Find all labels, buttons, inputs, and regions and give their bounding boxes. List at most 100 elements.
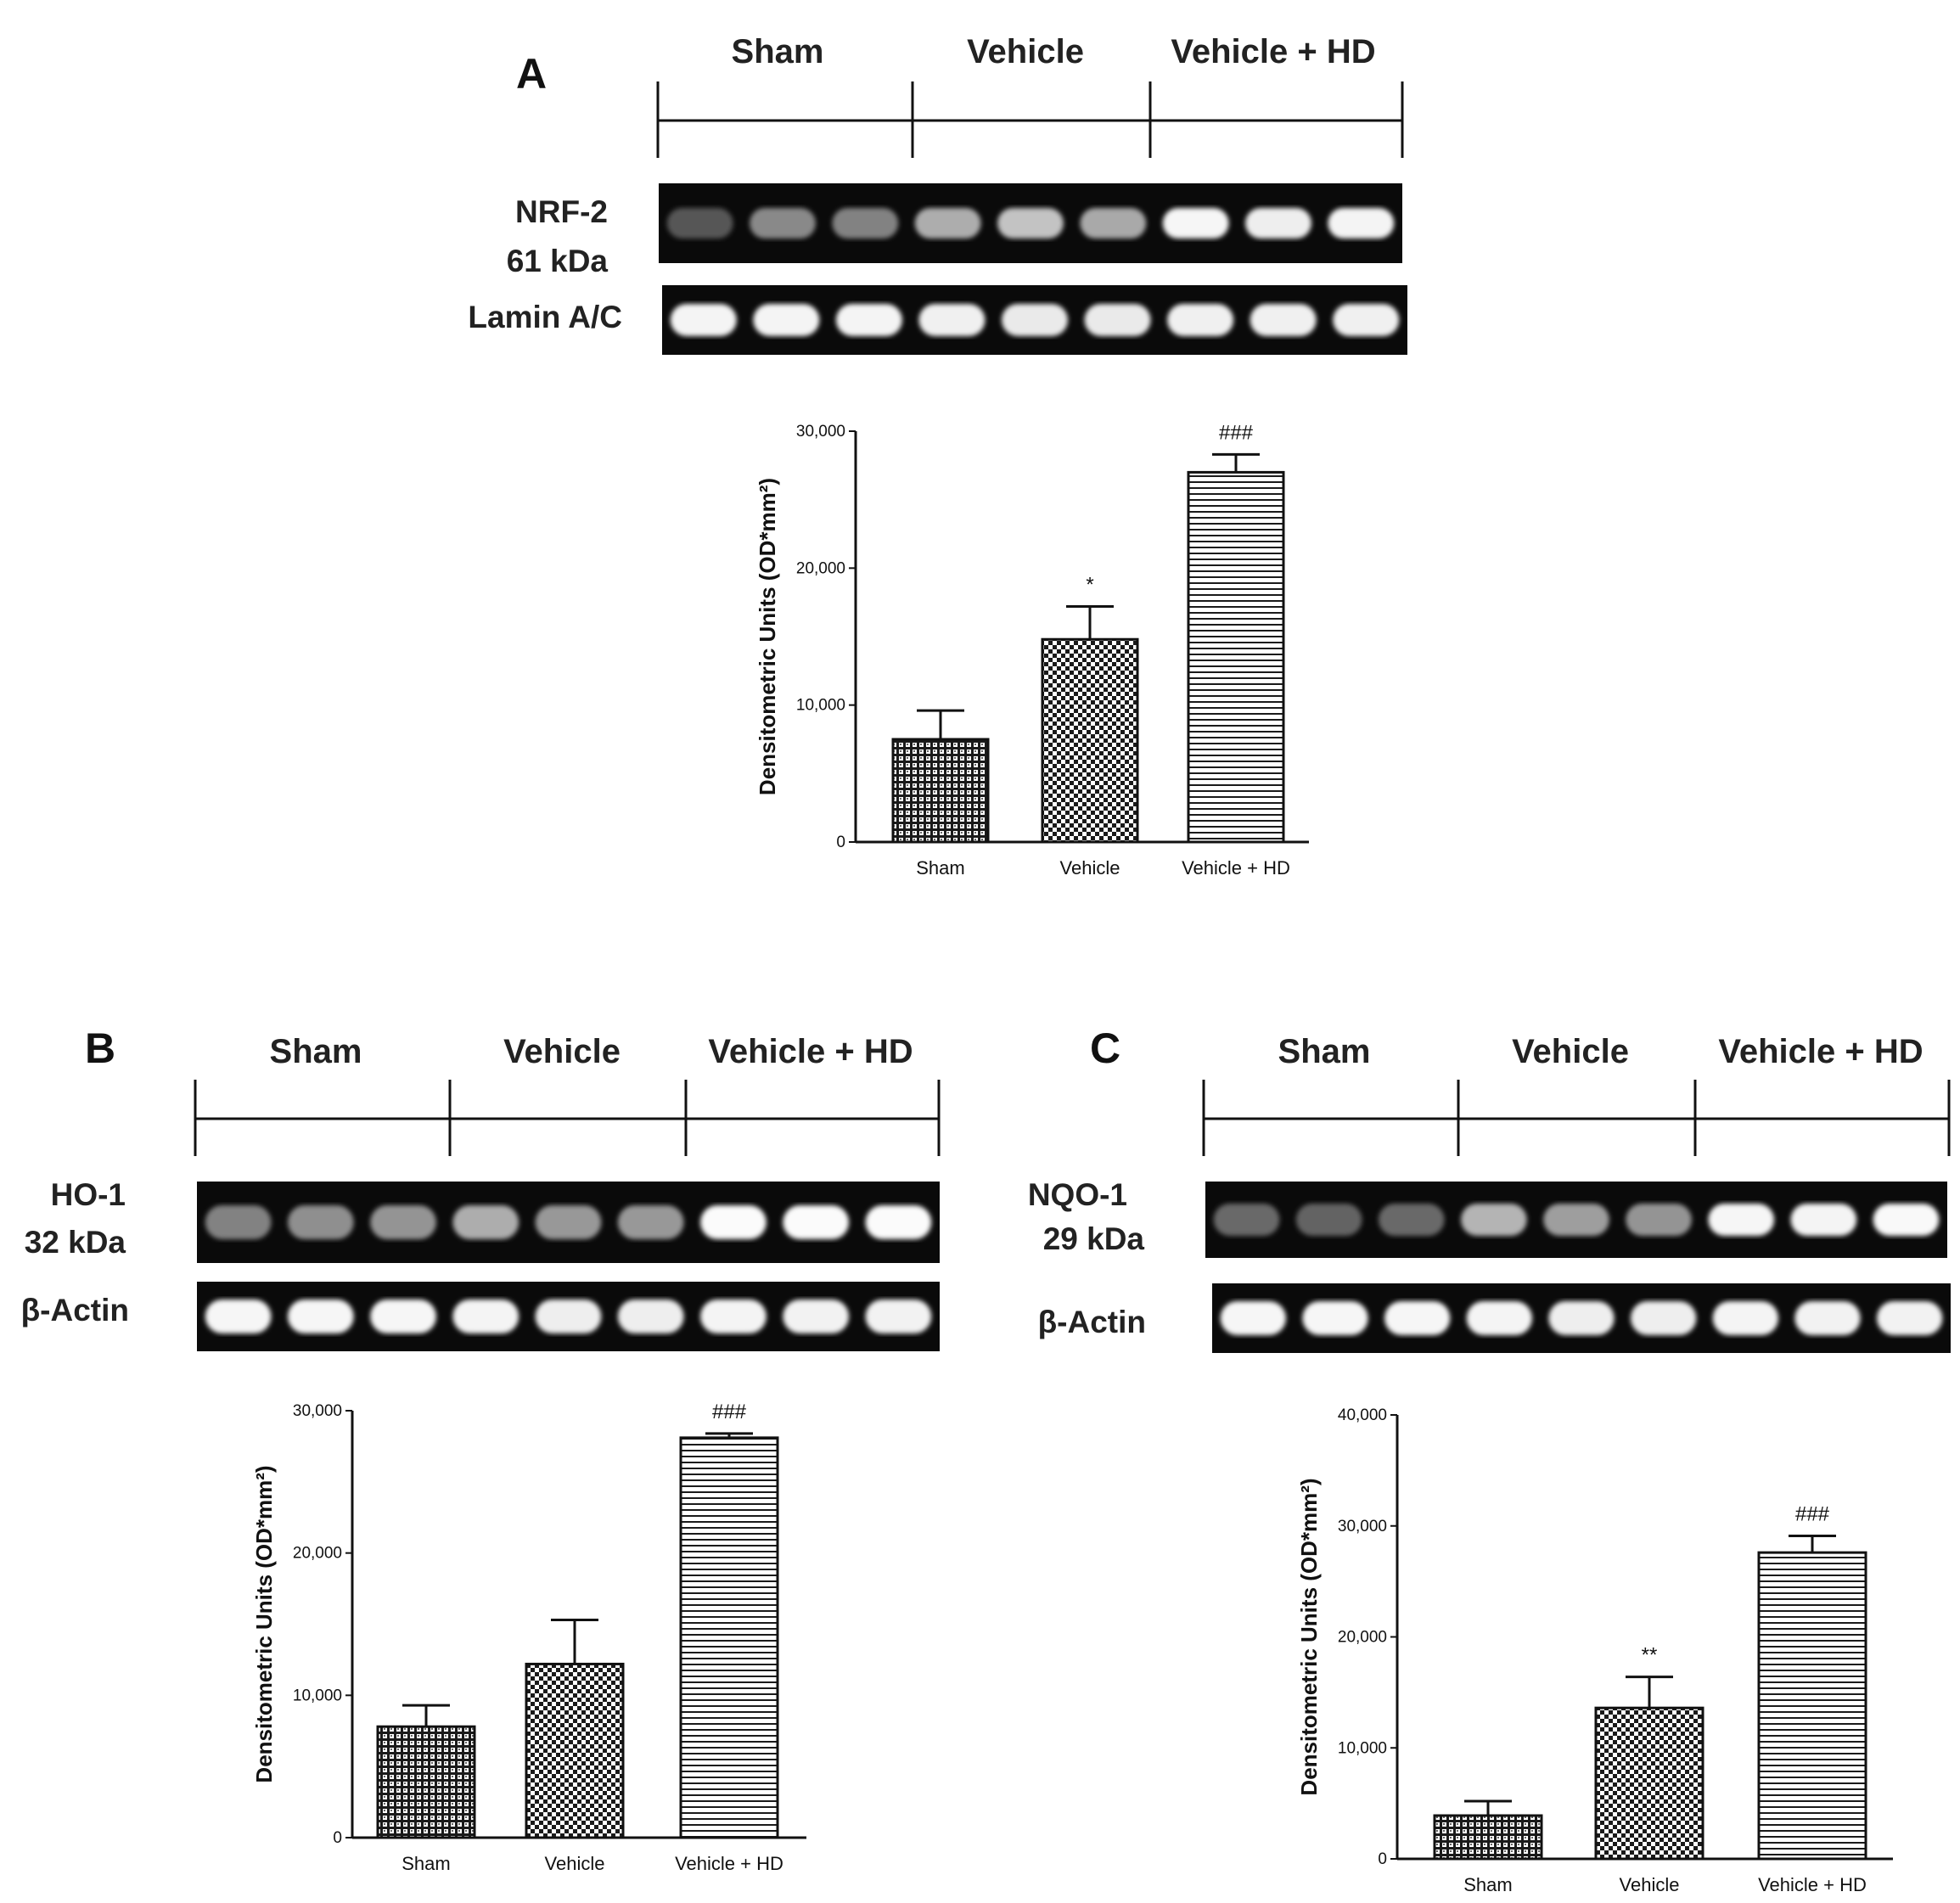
y-tick-label: 40,000 (1338, 1406, 1387, 1424)
group-label: Sham (732, 33, 824, 70)
blot-band (865, 1205, 932, 1239)
bar-chart-c: 0 10,000 20,000 30,000 40,000 Densitometric U… (1296, 1406, 1893, 1895)
blot-band (452, 1300, 519, 1333)
x-tick-label: Sham (1463, 1874, 1512, 1895)
blot-band (1245, 208, 1311, 239)
y-tick-label: 20,000 (796, 559, 845, 577)
y-tick-label: 30,000 (293, 1402, 342, 1420)
y-tick-label: 0 (333, 1829, 342, 1847)
group-label: Vehicle + HD (1718, 1033, 1923, 1070)
blot-band (1080, 208, 1147, 239)
blot-target-name: HO-1 (51, 1177, 126, 1212)
significance-marker: * (1086, 574, 1093, 597)
y-tick-label: 30,000 (1338, 1518, 1387, 1535)
x-tick-label: Sham (916, 857, 964, 879)
blot-control-name: β-Actin (1038, 1305, 1146, 1339)
blot-band (617, 1205, 684, 1239)
blot-band (1328, 208, 1395, 239)
x-tick-label: Vehicle (1060, 857, 1120, 879)
panel-letter: C (1090, 1024, 1120, 1072)
blot-band (753, 304, 820, 336)
blot-band (1001, 304, 1069, 336)
western-blot-control (1212, 1283, 1951, 1353)
blot-band (1378, 1204, 1445, 1236)
y-axis-label: Densitometric Units (OD*mm²) (251, 1465, 277, 1782)
western-blot-target (197, 1182, 940, 1263)
western-blot-target (1205, 1182, 1947, 1258)
blot-band (535, 1205, 602, 1239)
group-label: Vehicle + HD (708, 1033, 913, 1070)
panel-letter: B (85, 1024, 115, 1072)
bar (1594, 1706, 1704, 1861)
significance-marker: ** (1642, 1644, 1658, 1667)
blot-band (914, 208, 981, 239)
x-tick-label: Vehicle (545, 1853, 605, 1874)
bar (1041, 637, 1139, 844)
blot-band (1631, 1301, 1697, 1335)
y-axis-label: Densitometric Units (OD*mm²) (1296, 1478, 1322, 1795)
blot-band (1873, 1204, 1940, 1236)
blot-band (783, 1300, 850, 1333)
western-blot-control (197, 1282, 940, 1351)
bar (525, 1662, 625, 1839)
y-axis-label: Densitometric Units (OD*mm²) (755, 478, 780, 795)
panel-a: A Sham Vehicle Vehicle + HD NRF-2 61 kDa… (468, 33, 1407, 355)
x-tick-label: Vehicle + HD (1182, 857, 1290, 879)
blot-band (1295, 1204, 1362, 1236)
x-tick-label: Sham (402, 1853, 450, 1874)
blot-band (1626, 1204, 1692, 1236)
bar (1433, 1814, 1543, 1861)
blot-band (1548, 1301, 1615, 1335)
bar (1187, 470, 1285, 844)
error-bar (402, 1704, 450, 1727)
group-bracket (656, 81, 1404, 158)
blot-band (1167, 304, 1234, 336)
group-label: Vehicle (503, 1033, 621, 1070)
error-bar (1626, 1676, 1673, 1709)
blot-band (865, 1300, 932, 1333)
blot-band (670, 304, 737, 336)
bar-chart-b: 0 10,000 20,000 30,000 Densitometric Units (… (251, 1401, 806, 1874)
bar (376, 1725, 476, 1839)
western-blot-target (659, 183, 1402, 263)
blot-band (1213, 1204, 1280, 1236)
bar (679, 1436, 779, 1839)
blot-band (783, 1205, 850, 1239)
blot-band (617, 1300, 684, 1333)
y-tick-label: 10,000 (1338, 1739, 1387, 1757)
blot-band (370, 1300, 436, 1333)
blot-band (1461, 1204, 1527, 1236)
error-bar (1789, 1535, 1836, 1553)
blot-band (535, 1300, 602, 1333)
blot-band (832, 208, 899, 239)
blot-target-name: NQO-1 (1028, 1177, 1127, 1212)
blot-band (205, 1205, 272, 1239)
blot-band (287, 1300, 354, 1333)
blot-band (287, 1205, 354, 1239)
panel-b: B Sham Vehicle Vehicle + HD HO-1 32 kDa … (21, 1024, 941, 1351)
blot-band (1220, 1301, 1286, 1335)
blot-control-name: Lamin A/C (468, 300, 622, 334)
x-tick-label: Vehicle + HD (1758, 1874, 1867, 1895)
blot-band (1543, 1204, 1609, 1236)
y-tick-label: 10,000 (796, 697, 845, 715)
group-label: Vehicle (967, 33, 1084, 70)
error-bar (1066, 605, 1114, 640)
blot-band (1250, 304, 1317, 336)
panel-letter: A (516, 50, 547, 98)
group-label: Vehicle (1512, 1033, 1629, 1070)
bar (1757, 1551, 1867, 1861)
blot-band (1084, 304, 1151, 336)
blot-band (750, 208, 816, 239)
y-tick-label: 20,000 (1338, 1629, 1387, 1647)
y-tick-label: 10,000 (293, 1687, 342, 1704)
significance-marker: ### (712, 1401, 747, 1423)
error-bar (917, 709, 964, 739)
western-blot-control (662, 285, 1407, 355)
blot-band (452, 1205, 519, 1239)
blot-target-size: 32 kDa (25, 1225, 126, 1260)
blot-band (700, 1300, 767, 1333)
blot-target-name: NRF-2 (515, 194, 608, 229)
blot-band (835, 304, 902, 336)
